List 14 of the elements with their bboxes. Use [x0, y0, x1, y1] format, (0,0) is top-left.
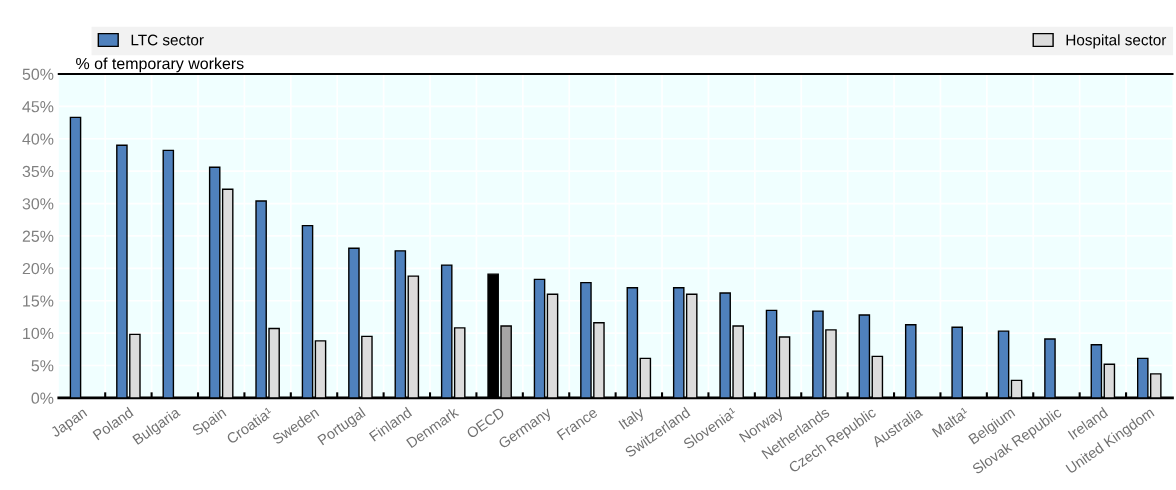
y-tick-label: 0%: [31, 392, 54, 404]
y-tick-label: 20%: [22, 262, 54, 275]
y-tick-label: 15%: [23, 295, 54, 307]
y-tick-label: 25%: [22, 230, 54, 242]
y-tick-label: 10%: [23, 327, 54, 340]
legend-label: LTC sector: [131, 34, 204, 46]
y-tick-label: 5%: [31, 360, 54, 372]
y-tick-label: 50%: [22, 68, 54, 80]
y-tick-label: 40%: [22, 133, 54, 145]
legend-label: Hospital sector: [1066, 34, 1167, 49]
y-tick-label: 45%: [22, 101, 54, 113]
y-tick-label: 30%: [22, 198, 54, 210]
y-axis-title: % of temporary workers: [76, 57, 244, 73]
y-tick-label: 35%: [22, 165, 54, 178]
